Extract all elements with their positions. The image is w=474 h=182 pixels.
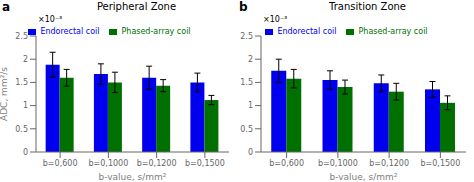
html-text:Endorectal coil: Endorectal coil [277,27,337,36]
html-text:Peripheral Zone: Peripheral Zone [96,1,177,12]
svg-text:0.5: 0.5 [15,125,28,134]
html-text:×10⁻³: ×10⁻³ [38,15,63,24]
svg-text:b=0,600: b=0,600 [269,159,304,168]
svg-text:b=0,1000: b=0,1000 [318,159,358,168]
svg-text:b=0,1000: b=0,1000 [88,159,128,168]
svg-text:2: 2 [23,55,28,64]
svg-text:1.5: 1.5 [15,78,28,87]
svg-text:1: 1 [248,101,253,110]
html-text:b: b [239,0,248,14]
svg-text:0: 0 [248,148,253,157]
html-text:Phased-array coil: Phased-array coil [121,27,191,36]
svg-text:ADC, mm²/s: ADC, mm²/s [8,67,9,121]
svg-text:b-value, s/mm²: b-value, s/mm² [330,172,398,182]
svg-text:b=0,1500: b=0,1500 [420,159,460,168]
svg-text:b=0,1200: b=0,1200 [369,159,409,168]
svg-text:b=0,1500: b=0,1500 [185,159,225,168]
html-text:a: a [2,0,11,14]
svg-text:b=0,1200: b=0,1200 [137,159,177,168]
html-text:×10⁻³: ×10⁻³ [263,15,288,24]
svg-text:b-value, s/mm²: b-value, s/mm² [99,172,167,182]
html-text:Phased-array coil: Phased-array coil [358,27,428,36]
svg-text:b=0,600: b=0,600 [43,159,78,168]
svg-text:1.5: 1.5 [240,78,253,87]
svg-text:2.5: 2.5 [240,32,253,41]
svg-text:1: 1 [23,101,28,110]
svg-text:2: 2 [248,55,253,64]
svg-text:0.5: 0.5 [240,125,253,134]
html-text:Transition Zone: Transition Zone [329,1,406,12]
html-text:Endorectal coil: Endorectal coil [40,27,100,36]
svg-text:0: 0 [23,148,28,157]
svg-text:2.5: 2.5 [15,32,28,41]
